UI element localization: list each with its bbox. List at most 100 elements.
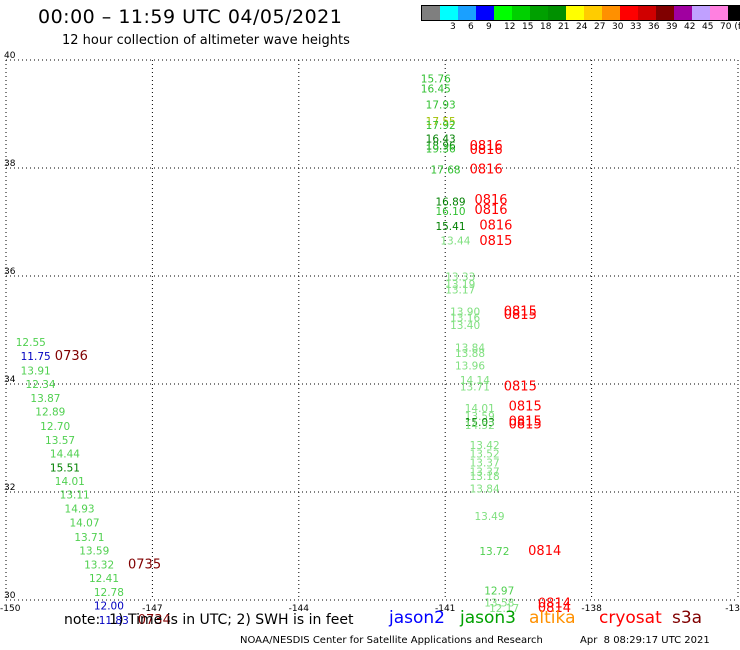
scale-label: 30 [612,22,624,32]
y-tick-label: 34 [4,375,16,385]
scale-swatch [440,6,458,20]
wave-height-label: 13.49 [474,511,504,523]
wave-height-label: 14.14 [460,375,490,387]
wave-height-label: 12.78 [94,587,124,599]
wave-height-label: 12.89 [35,406,65,418]
wave-height-label: 16.10 [435,206,465,218]
x-tick-label: -141 [435,604,455,614]
scale-swatch [602,6,620,20]
wave-height-label: 13.32 [84,560,114,572]
wave-height-label: 14.01 [465,403,495,415]
scale-label: 33 [630,22,642,32]
scale-swatch [476,6,494,20]
pass-time-label: 0816 [474,193,507,208]
scale-swatch [638,6,656,20]
wave-height-label: 13.18 [470,471,500,483]
legend-s3a: s3a [672,608,703,628]
page-subtitle: 12 hour collection of altimeter wave hei… [62,33,350,48]
wave-height-label: 13.72 [479,546,509,558]
wave-height-label: 14.44 [50,448,80,460]
wave-height-label: 13.84 [470,484,500,496]
pass-time-label: 0816 [470,139,503,154]
wave-height-label: 13.91 [21,365,51,377]
color-scale-bar [421,5,740,21]
scale-swatch [530,6,548,20]
wave-height-label: 14.52 [465,420,495,432]
wave-height-label: 12.97 [484,586,514,598]
x-tick-label: -138 [581,604,602,614]
x-tick-label: -150 [0,604,21,614]
wave-height-label: 13.71 [74,532,104,544]
pass-time-label: 0816 [479,219,512,234]
legend-cryosat: cryosat [599,608,662,628]
wave-height-label: 12.34 [26,379,56,391]
legend-altika: altika [529,608,576,628]
wave-height-label: 13.40 [450,320,480,332]
wave-height-label: 16.43 [426,134,456,146]
pass-time-label: 0814 [538,597,571,612]
scale-swatch [566,6,584,20]
pass-time-label: 0816 [474,203,507,218]
wave-height-label: 11.83 [99,615,129,627]
scale-swatch [674,6,692,20]
wave-height-label: 14.07 [69,518,99,530]
x-tick-label: -144 [289,604,310,614]
wave-height-label: 12.00 [94,601,124,613]
wave-height-label: 16.89 [435,196,465,208]
x-tick-label: -13 [725,604,740,614]
pass-time-label: 0814 [538,601,571,616]
legend-jason3: jason3 [460,608,516,628]
wave-height-label: 13.88 [455,348,485,360]
wave-height-label: 13.58 [484,597,514,609]
scale-label: 27 [594,22,606,32]
scale-label: 24 [576,22,588,32]
scale-swatch [548,6,566,20]
page-title: 00:00 – 11:59 UTC 04/05/2021 [38,6,343,28]
scale-swatch [692,6,710,20]
wave-height-label: 15.03 [465,417,495,429]
wave-height-label: 13.52 [470,448,500,460]
pass-time-label: 0815 [479,234,512,249]
scale-swatch [584,6,602,20]
scale-swatch [494,6,512,20]
wave-height-label: 18.96 [426,141,456,153]
wave-height-label: 19.36 [426,143,456,155]
wave-height-label: 15.51 [50,462,80,474]
wave-height-label: 15.76 [421,74,451,86]
scale-swatch [728,6,740,20]
pass-time-label: 0816 [470,143,503,158]
wave-height-label: 13.37 [470,458,500,470]
scale-label: 15 [522,22,534,32]
pass-time-label: 0734 [138,613,171,628]
pass-time-label: 0815 [509,417,542,432]
scale-label: 36 [648,22,660,32]
wave-height-label: 17.93 [426,100,456,112]
wave-height-label: 13.16 [450,312,480,324]
scale-label: 6 [468,22,474,32]
y-tick-label: 36 [4,267,16,277]
wave-height-label: 12.55 [16,337,46,349]
wave-height-label: 13.19 [445,279,475,291]
wave-height-label: 15.41 [435,221,465,233]
scale-swatch [422,6,440,20]
wave-height-label: 13.37 [470,466,500,478]
y-tick-label: 38 [4,159,16,169]
wave-height-label: 13.90 [450,306,480,318]
wave-height-label: 14.93 [65,504,95,516]
scale-label: 9 [486,22,492,32]
scale-label: 12 [504,22,516,32]
scale-label: 3 [450,22,456,32]
wave-height-label: 13.87 [30,393,60,405]
scale-label: 39 [666,22,678,32]
y-tick-label: 32 [4,483,15,493]
wave-height-label: 17.92 [426,120,456,132]
wave-height-label: 13.59 [465,411,495,423]
y-tick-label: 40 [4,51,16,61]
wave-height-label: 12.17 [489,603,519,615]
pass-time-label: 0814 [528,544,561,559]
scale-swatch [710,6,728,20]
wave-height-label: 13.96 [455,360,485,372]
